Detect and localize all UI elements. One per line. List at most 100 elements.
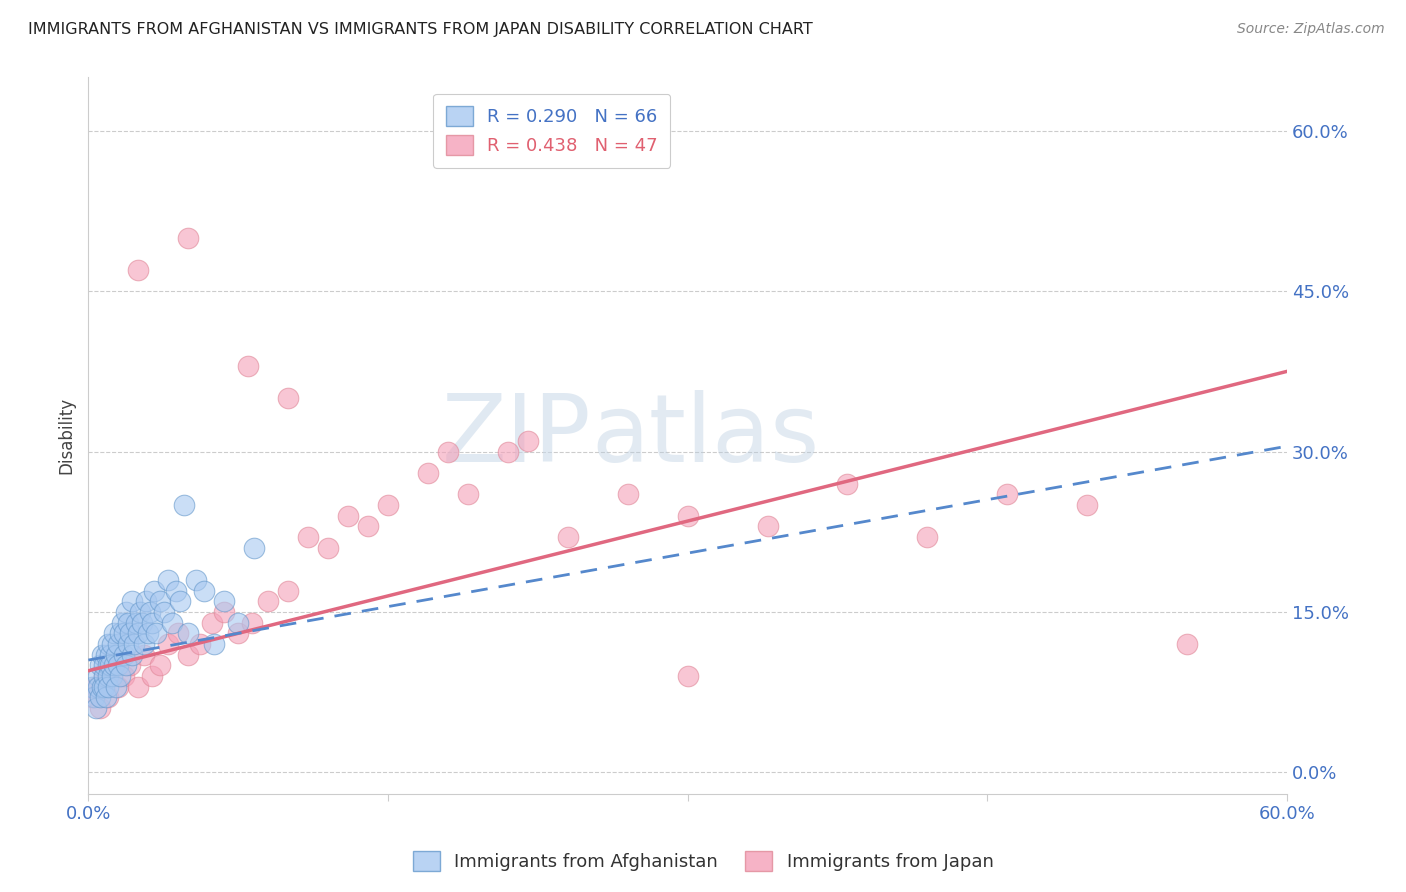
Point: [143, 583, 166, 598]
Point: [557, 530, 579, 544]
Point: [149, 594, 172, 608]
Point: [97, 680, 120, 694]
Point: [177, 626, 200, 640]
Point: [105, 648, 128, 662]
Point: [112, 669, 135, 683]
Point: [82, 690, 104, 705]
Point: [457, 487, 479, 501]
Point: [177, 231, 200, 245]
Point: [101, 669, 124, 683]
Point: [162, 615, 184, 630]
Point: [127, 680, 149, 694]
Point: [107, 637, 129, 651]
Text: Source: ZipAtlas.com: Source: ZipAtlas.com: [1237, 22, 1385, 37]
Point: [165, 583, 187, 598]
Point: [127, 626, 149, 640]
Point: [149, 658, 172, 673]
Point: [121, 648, 143, 662]
Point: [134, 648, 156, 662]
Point: [177, 648, 200, 662]
Point: [96, 690, 118, 705]
Point: [91, 648, 114, 662]
Point: [124, 637, 146, 651]
Point: [837, 476, 859, 491]
Point: [97, 669, 120, 683]
Point: [141, 615, 163, 630]
Point: [98, 648, 121, 662]
Point: [676, 508, 699, 523]
Text: ZIP: ZIP: [441, 390, 592, 482]
Point: [87, 680, 110, 694]
Point: [115, 658, 138, 673]
Point: [277, 391, 299, 405]
Y-axis label: Disability: Disability: [58, 397, 75, 475]
Point: [169, 594, 191, 608]
Point: [917, 530, 939, 544]
Point: [131, 615, 153, 630]
Point: [110, 626, 132, 640]
Point: [89, 701, 111, 715]
Point: [101, 658, 124, 673]
Point: [316, 541, 339, 555]
Text: atlas: atlas: [592, 390, 820, 482]
Point: [516, 434, 538, 448]
Point: [212, 594, 235, 608]
Point: [238, 359, 260, 373]
Point: [1175, 637, 1198, 651]
Text: IMMIGRANTS FROM AFGHANISTAN VS IMMIGRANTS FROM JAPAN DISABILITY CORRELATION CHAR: IMMIGRANTS FROM AFGHANISTAN VS IMMIGRANT…: [28, 22, 813, 37]
Point: [117, 637, 139, 651]
Point: [157, 573, 180, 587]
Point: [105, 680, 128, 694]
Point: [496, 444, 519, 458]
Point: [134, 637, 156, 651]
Point: [82, 680, 104, 694]
Point: [87, 669, 110, 683]
Legend: Immigrants from Afghanistan, Immigrants from Japan: Immigrants from Afghanistan, Immigrants …: [405, 844, 1001, 879]
Point: [240, 615, 263, 630]
Point: [337, 508, 360, 523]
Point: [98, 658, 121, 673]
Point: [117, 615, 139, 630]
Point: [616, 487, 638, 501]
Point: [153, 605, 176, 619]
Point: [995, 487, 1018, 501]
Point: [93, 680, 115, 694]
Point: [201, 615, 224, 630]
Point: [83, 690, 105, 705]
Point: [91, 680, 114, 694]
Point: [226, 626, 249, 640]
Point: [115, 605, 138, 619]
Point: [173, 498, 195, 512]
Point: [676, 669, 699, 683]
Point: [93, 669, 115, 683]
Point: [212, 605, 235, 619]
Point: [357, 519, 380, 533]
Point: [297, 530, 319, 544]
Point: [277, 583, 299, 598]
Point: [107, 680, 129, 694]
Point: [377, 498, 399, 512]
Point: [86, 701, 108, 715]
Point: [139, 605, 162, 619]
Point: [145, 626, 167, 640]
Point: [243, 541, 266, 555]
Point: [86, 680, 108, 694]
Point: [167, 626, 190, 640]
Point: [120, 626, 142, 640]
Legend: R = 0.290   N = 66, R = 0.438   N = 47: R = 0.290 N = 66, R = 0.438 N = 47: [433, 94, 671, 168]
Point: [112, 648, 135, 662]
Point: [101, 637, 124, 651]
Point: [89, 658, 111, 673]
Point: [120, 658, 142, 673]
Point: [226, 615, 249, 630]
Point: [97, 690, 120, 705]
Point: [1076, 498, 1098, 512]
Point: [193, 583, 215, 598]
Point: [103, 626, 125, 640]
Point: [107, 658, 129, 673]
Point: [93, 669, 115, 683]
Point: [121, 594, 143, 608]
Point: [112, 626, 135, 640]
Point: [437, 444, 460, 458]
Point: [103, 658, 125, 673]
